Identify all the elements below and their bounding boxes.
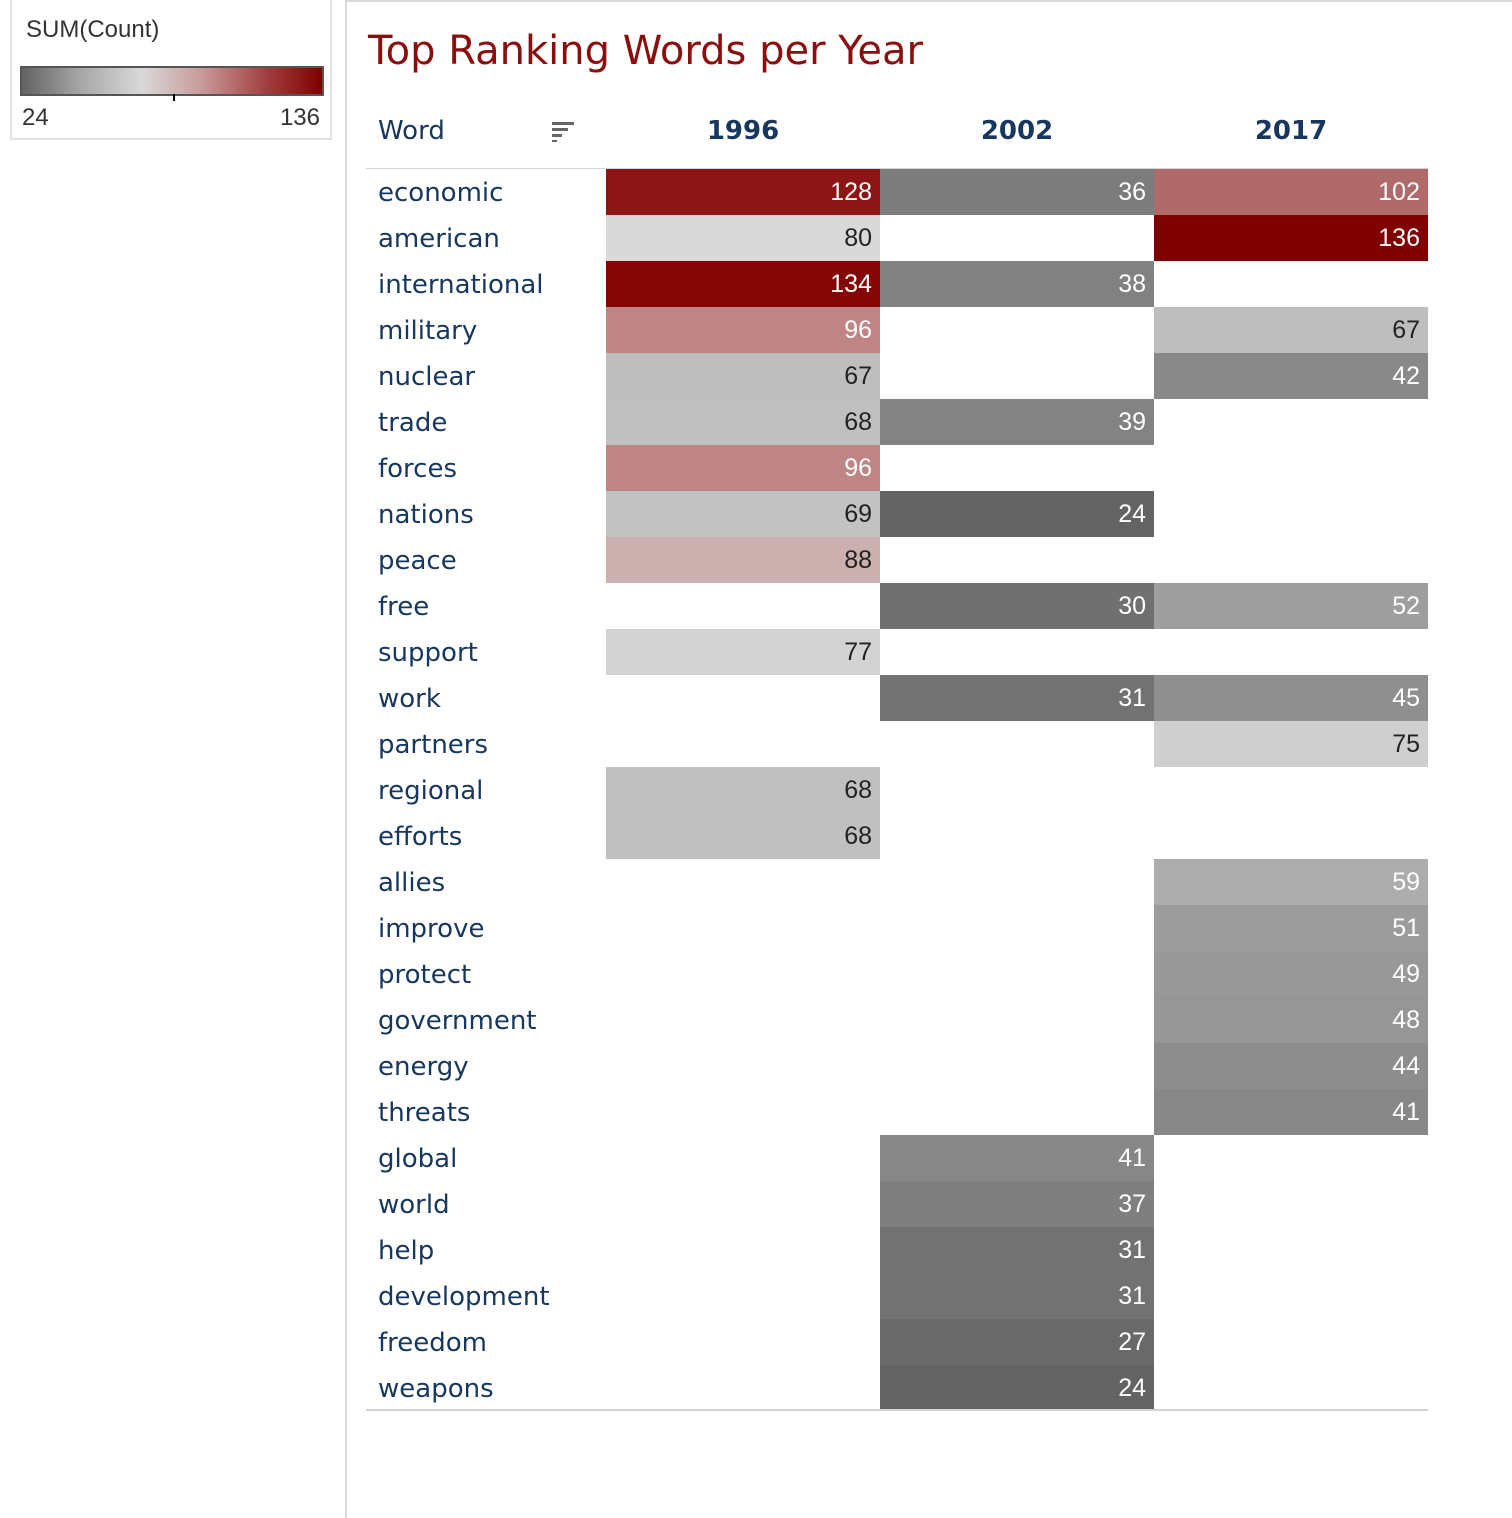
heatmap-cell[interactable]: 44 xyxy=(1154,1043,1428,1089)
heatmap-cell[interactable]: 52 xyxy=(1154,583,1428,629)
table-bottom-border xyxy=(366,1409,1428,1411)
heatmap-cell[interactable]: 36 xyxy=(880,169,1154,215)
heatmap-cell[interactable]: 68 xyxy=(606,399,880,445)
column-header-2017: 2017 xyxy=(1254,116,1328,146)
heatmap-cell[interactable]: 136 xyxy=(1154,215,1428,261)
color-legend: SUM(Count) 24 136 xyxy=(10,0,332,140)
row-label-development: development xyxy=(378,1282,550,1312)
heatmap-cell[interactable]: 27 xyxy=(880,1319,1154,1365)
row-label-nations: nations xyxy=(378,500,474,530)
row-label-allies: allies xyxy=(378,868,446,898)
heatmap-cell[interactable]: 96 xyxy=(606,445,880,491)
heatmap-cell[interactable]: 75 xyxy=(1154,721,1428,767)
heatmap-cell[interactable]: 24 xyxy=(880,491,1154,537)
row-label-economic: economic xyxy=(378,178,504,208)
heatmap-cell[interactable]: 31 xyxy=(880,1227,1154,1273)
row-label-regional: regional xyxy=(378,776,484,806)
row-label-improve: improve xyxy=(378,914,485,944)
row-label-help: help xyxy=(378,1236,435,1266)
heatmap-cell[interactable]: 102 xyxy=(1154,169,1428,215)
heatmap-cell[interactable]: 31 xyxy=(880,1273,1154,1319)
row-label-global: global xyxy=(378,1144,458,1174)
heatmap-cell[interactable]: 24 xyxy=(880,1365,1154,1411)
heatmap-cell[interactable]: 68 xyxy=(606,813,880,859)
row-label-american: american xyxy=(378,224,500,254)
heatmap-cell[interactable]: 38 xyxy=(880,261,1154,307)
legend-gradient-bar xyxy=(20,66,324,96)
heatmap-cell[interactable]: 68 xyxy=(606,767,880,813)
row-label-efforts: efforts xyxy=(378,822,463,852)
heatmap-cell[interactable]: 80 xyxy=(606,215,880,261)
heatmap-cell[interactable]: 67 xyxy=(606,353,880,399)
heatmap-cell[interactable]: 67 xyxy=(1154,307,1428,353)
heatmap-cell[interactable]: 77 xyxy=(606,629,880,675)
heatmap-cell[interactable]: 45 xyxy=(1154,675,1428,721)
heatmap-cell[interactable]: 48 xyxy=(1154,997,1428,1043)
panel-divider xyxy=(345,0,347,1518)
row-label-support: support xyxy=(378,638,478,668)
row-label-free: free xyxy=(378,592,430,622)
row-label-partners: partners xyxy=(378,730,489,760)
legend-max-label: 136 xyxy=(279,104,320,131)
legend-title: SUM(Count) xyxy=(26,16,160,43)
chart-title: Top Ranking Words per Year xyxy=(368,28,923,74)
heatmap-cell[interactable]: 41 xyxy=(880,1135,1154,1181)
row-label-work: work xyxy=(378,684,441,714)
heatmap-cell[interactable]: 59 xyxy=(1154,859,1428,905)
legend-midpoint-tick xyxy=(173,94,175,101)
heatmap-cell[interactable]: 42 xyxy=(1154,353,1428,399)
panel-top-border xyxy=(345,0,1512,2)
column-header-2002: 2002 xyxy=(980,116,1054,146)
header-divider xyxy=(366,168,1428,169)
row-label-energy: energy xyxy=(378,1052,469,1082)
row-label-nuclear: nuclear xyxy=(378,362,476,392)
heatmap-cell[interactable]: 49 xyxy=(1154,951,1428,997)
row-label-freedom: freedom xyxy=(378,1328,488,1358)
heatmap-cell[interactable]: 31 xyxy=(880,675,1154,721)
heatmap-cell[interactable]: 69 xyxy=(606,491,880,537)
row-label-trade: trade xyxy=(378,408,448,438)
row-label-weapons: weapons xyxy=(378,1374,494,1404)
heatmap-cell[interactable]: 41 xyxy=(1154,1089,1428,1135)
heatmap-cell[interactable]: 88 xyxy=(606,537,880,583)
heatmap-cell[interactable]: 134 xyxy=(606,261,880,307)
heatmap-cell[interactable]: 39 xyxy=(880,399,1154,445)
heatmap-cell[interactable]: 37 xyxy=(880,1181,1154,1227)
row-label-forces: forces xyxy=(378,454,458,484)
row-label-international: international xyxy=(378,270,544,300)
word-column-header: Word xyxy=(378,116,445,146)
heatmap-cell[interactable]: 96 xyxy=(606,307,880,353)
row-label-world: world xyxy=(378,1190,450,1220)
heatmap-cell[interactable]: 51 xyxy=(1154,905,1428,951)
row-label-peace: peace xyxy=(378,546,457,576)
row-label-government: government xyxy=(378,1006,537,1036)
row-label-threats: threats xyxy=(378,1098,471,1128)
legend-min-label: 24 xyxy=(22,104,49,131)
heatmap-cell[interactable]: 128 xyxy=(606,169,880,215)
heatmap-cell[interactable]: 30 xyxy=(880,583,1154,629)
sort-icon[interactable] xyxy=(552,122,574,142)
row-label-protect: protect xyxy=(378,960,472,990)
column-header-1996: 1996 xyxy=(706,116,780,146)
row-label-military: military xyxy=(378,316,478,346)
